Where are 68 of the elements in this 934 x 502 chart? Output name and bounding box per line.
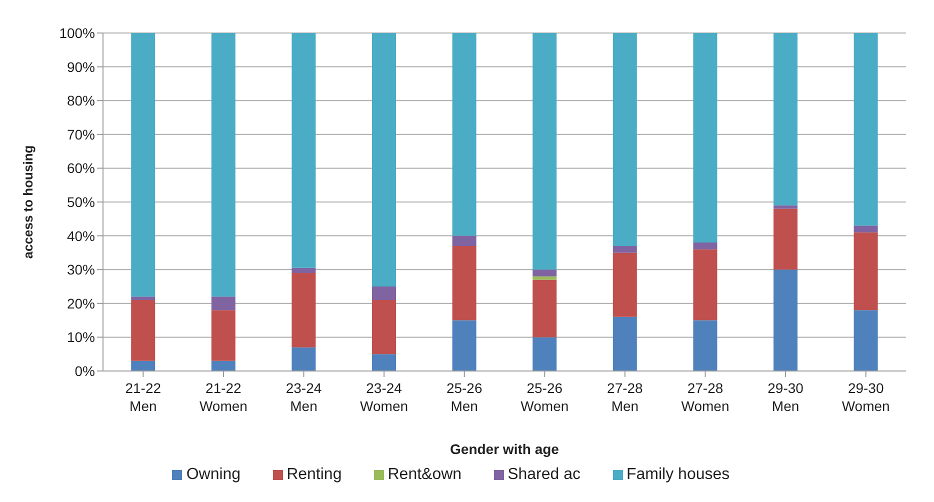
bar [693,249,718,320]
bar [131,33,156,297]
x-tick-label: 25-26 Women [520,380,569,414]
legend-label: Renting [286,466,342,483]
bar [211,310,236,361]
bar [452,246,476,320]
bar [372,286,396,300]
bar [372,33,396,286]
x-tick-label: 21-22 Women [199,380,248,414]
bar [612,33,637,246]
y-tick-label: 30% [66,262,95,278]
bar [854,33,878,226]
bar [211,296,236,310]
bar [774,208,798,270]
y-axis-title: access to housing [20,145,36,259]
bar [532,280,557,338]
x-tick-label: 27-28 Men [607,380,644,414]
y-tick-label: 10% [66,329,95,346]
bar [292,33,316,268]
x-tick-label: 21-22 Men [125,380,162,414]
bar [854,232,878,310]
bar [612,316,637,371]
bar [211,33,236,297]
legend-label: Family houses [626,466,730,483]
bar [693,320,718,371]
bar [292,268,316,273]
bar [131,300,156,361]
bar [774,205,798,209]
y-tick-label: 0% [74,362,95,379]
y-tick-label: 20% [66,295,95,312]
bar [854,310,878,371]
bar [452,236,476,246]
legend-label: Shared ac [508,466,580,483]
y-tick-label: 100% [59,24,95,41]
bar [131,360,156,371]
bar [532,337,557,371]
bar [693,33,718,243]
bar [292,272,316,348]
legend-label: Rent&own [388,466,462,483]
bar [372,354,396,371]
y-tick-label: 50% [66,194,95,210]
y-tick-label: 90% [66,58,95,75]
bar [774,33,798,206]
x-tick-label: 27-28 Women [681,380,730,414]
y-tick-label: 60% [66,160,95,176]
bar [131,296,156,300]
x-tick-label: 25-26 Men [446,380,482,414]
x-tick-label: 23-24 Women [360,380,408,414]
x-tick-label: 23-24 Men [286,380,322,414]
x-tick-label: 29-30 Men [768,380,804,414]
y-tick-label: 40% [66,228,95,244]
bar [532,33,557,270]
y-tick-label: 70% [66,126,95,142]
x-axis-title: Gender with age [450,441,560,457]
bar [372,300,396,354]
bar [211,360,236,371]
x-tick-label: 29-30 Women [842,380,890,414]
bar [612,252,637,317]
bar [532,270,557,276]
bar [693,242,718,250]
bar [854,226,878,232]
bar [452,320,476,371]
bar [452,33,476,236]
bar [774,270,798,371]
legend-label: Owning [186,466,241,483]
bar [292,347,316,371]
bar [612,246,637,253]
y-tick-label: 80% [66,92,95,109]
